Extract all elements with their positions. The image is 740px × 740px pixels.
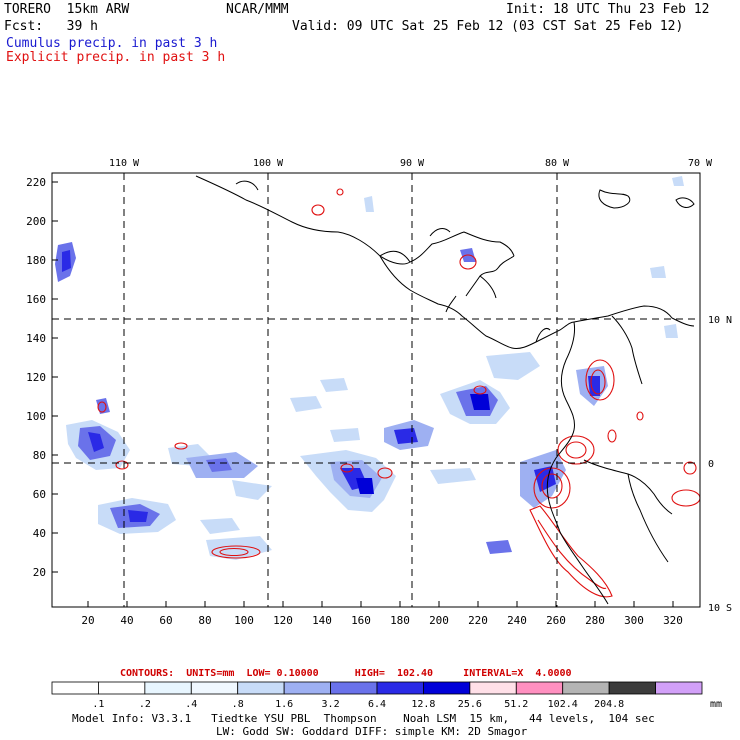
cumulus-precip-areas bbox=[55, 176, 684, 560]
model-info-line1: Model Info: V3.3.1 Tiedtke YSU PBL Thomp… bbox=[72, 712, 655, 725]
lat-label-0: 0 bbox=[708, 459, 714, 470]
model-info-line2: LW: Godd SW: Goddard DIFF: simple KM: 2D… bbox=[216, 725, 528, 738]
y-tick-label: 160 bbox=[26, 293, 46, 306]
lon-label-110w: 110 W bbox=[109, 158, 140, 169]
colorbar bbox=[51, 681, 703, 695]
y-tick-label: 140 bbox=[26, 332, 46, 345]
colorbar-label: 204.8 bbox=[594, 699, 625, 710]
y-tick-label: 20 bbox=[33, 566, 46, 579]
plot-frame bbox=[51, 172, 701, 608]
colorbar-label: .1 bbox=[92, 699, 105, 710]
colorbar-swatch bbox=[98, 681, 146, 695]
colorbar-swatch bbox=[190, 681, 239, 695]
lon-label-90w: 90 W bbox=[400, 158, 425, 169]
lon-label-70w: 70 W bbox=[688, 158, 713, 169]
y-tick-label: 220 bbox=[26, 176, 46, 189]
colorbar-label: 3.2 bbox=[321, 699, 340, 710]
colorbar-label: 1.6 bbox=[275, 699, 294, 710]
y-tick-label: 180 bbox=[26, 254, 46, 267]
forecast-hour: Fcst: 39 h bbox=[4, 19, 98, 34]
colorbar-swatch bbox=[608, 681, 656, 695]
colorbar-swatch bbox=[423, 681, 471, 695]
model-title: TORERO 15km ARW bbox=[4, 2, 130, 17]
x-tick-label: 20 bbox=[81, 614, 94, 627]
colorbar-swatch bbox=[515, 681, 564, 695]
lon-label-80w: 80 W bbox=[545, 158, 570, 169]
x-tick-label: 220 bbox=[468, 614, 488, 627]
graticule bbox=[52, 173, 700, 607]
y-tick-label: 80 bbox=[33, 449, 46, 462]
colorbar-swatch bbox=[144, 681, 192, 695]
y-tick-label: 40 bbox=[33, 527, 46, 540]
x-tick-label: 100 bbox=[234, 614, 254, 627]
center-name: NCAR/MMM bbox=[226, 2, 289, 17]
contours-caption: CONTOURS: UNITS=mm LOW= 0.10000 HIGH= 10… bbox=[120, 668, 572, 679]
x-tick-label: 160 bbox=[351, 614, 371, 627]
x-tick-label: 60 bbox=[159, 614, 172, 627]
x-tick-label: 80 bbox=[198, 614, 211, 627]
colorbar-label: 6.4 bbox=[367, 699, 387, 710]
explicit-precip-contours bbox=[97, 188, 701, 598]
lat-label-10n: 10 N bbox=[708, 315, 732, 326]
colorbar-swatch bbox=[469, 681, 517, 695]
x-tick-label: 120 bbox=[273, 614, 293, 627]
x-tick-label: 180 bbox=[390, 614, 410, 627]
left-axis-ticks bbox=[52, 181, 58, 573]
colorbar-swatch bbox=[376, 681, 424, 695]
colorbar-label: .2 bbox=[138, 699, 151, 710]
colorbar-swatch bbox=[655, 681, 703, 695]
colorbar-label: .8 bbox=[231, 699, 244, 710]
x-tick-label: 200 bbox=[429, 614, 449, 627]
x-tick-label: 320 bbox=[663, 614, 683, 627]
colorbar-label: .4 bbox=[185, 699, 198, 710]
colorbar-label: 102.4 bbox=[547, 699, 578, 710]
lat-label-10s: 10 S bbox=[708, 603, 732, 614]
valid-time: Valid: 09 UTC Sat 25 Feb 12 (03 CST Sat … bbox=[292, 19, 684, 34]
cumulus-field-title: Cumulus precip. in past 3 h bbox=[6, 36, 218, 51]
colorbar-swatch bbox=[330, 681, 378, 695]
colorbar-label: 12.8 bbox=[411, 699, 436, 710]
y-tick-label: 120 bbox=[26, 371, 46, 384]
colorbar-label: 25.6 bbox=[457, 699, 482, 710]
x-tick-label: 240 bbox=[507, 614, 527, 627]
init-time: Init: 18 UTC Thu 23 Feb 12 bbox=[506, 2, 710, 17]
x-tick-label: 260 bbox=[546, 614, 566, 627]
x-tick-label: 300 bbox=[624, 614, 644, 627]
colorbar-unit: mm bbox=[709, 699, 723, 710]
lon-label-100w: 100 W bbox=[253, 158, 284, 169]
y-tick-label: 60 bbox=[33, 488, 46, 501]
colorbar-swatch bbox=[51, 681, 99, 695]
colorbar-swatch bbox=[562, 681, 610, 695]
x-tick-label: 40 bbox=[120, 614, 133, 627]
bottom-axis-ticks bbox=[87, 601, 674, 607]
y-tick-label: 100 bbox=[26, 410, 46, 423]
colorbar-swatch bbox=[283, 681, 331, 695]
colorbar-label: 51.2 bbox=[504, 699, 529, 710]
coastlines bbox=[195, 175, 695, 605]
x-tick-label: 140 bbox=[312, 614, 332, 627]
explicit-field-title: Explicit precip. in past 3 h bbox=[6, 50, 226, 65]
x-tick-label: 280 bbox=[585, 614, 605, 627]
colorbar-swatch bbox=[237, 681, 285, 695]
y-tick-label: 200 bbox=[26, 215, 46, 228]
